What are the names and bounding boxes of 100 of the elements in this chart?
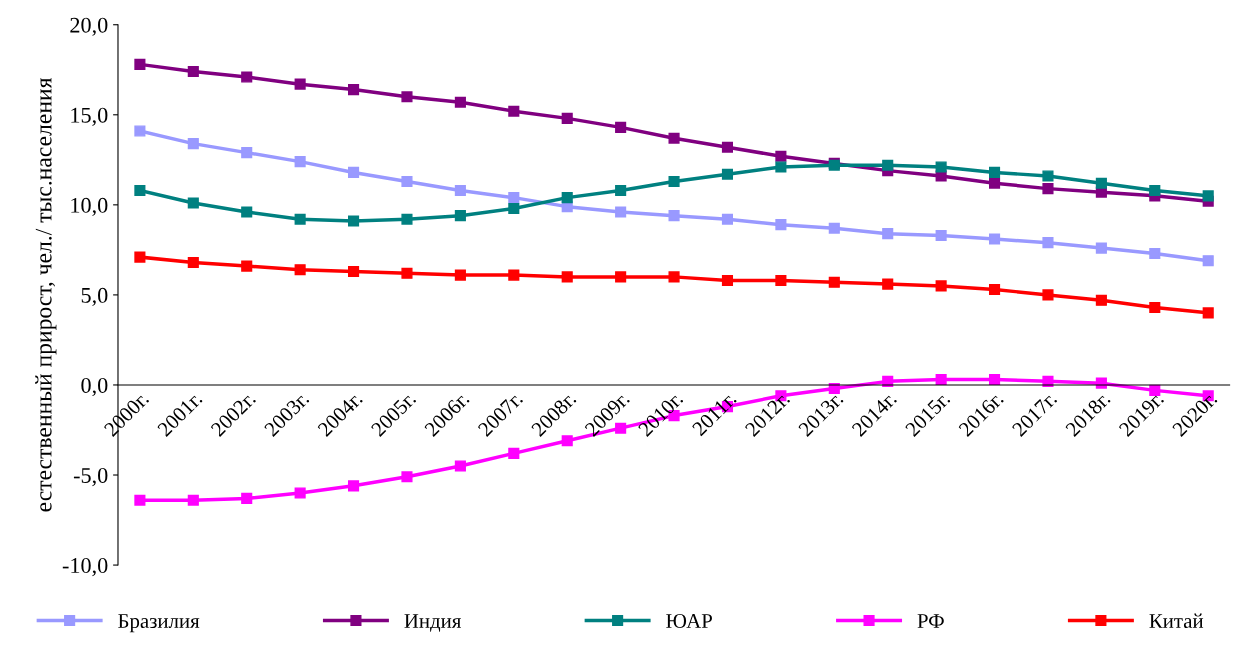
point (187, 66, 199, 78)
point (988, 166, 1001, 178)
point (134, 494, 146, 506)
point (454, 96, 466, 108)
point (1095, 242, 1107, 254)
y-axis-title: естественный прирост, чел./ тыс.населения (35, 77, 57, 512)
point (828, 222, 840, 234)
point (294, 156, 306, 168)
point (347, 215, 360, 227)
point (935, 229, 947, 242)
point (508, 192, 520, 204)
legend-label: Китай (1149, 613, 1204, 629)
point (347, 166, 360, 178)
point (454, 210, 466, 222)
point (988, 373, 1001, 386)
point (134, 251, 146, 263)
point (187, 256, 199, 269)
point (1149, 384, 1161, 396)
y-tick-label: 15,0 (71, 107, 108, 126)
point (1042, 183, 1054, 195)
point (1149, 301, 1161, 314)
y-tick-label: 20,0 (70, 17, 108, 36)
point (241, 206, 253, 218)
point (454, 184, 466, 196)
point (935, 161, 947, 173)
point (561, 112, 573, 124)
point (775, 150, 787, 162)
point (775, 274, 787, 287)
y-tick-label: -10,0 (62, 558, 108, 577)
point (294, 78, 306, 90)
point (508, 105, 520, 117)
point (347, 265, 360, 278)
point (828, 276, 840, 288)
point (294, 264, 306, 276)
point (241, 147, 253, 159)
point (401, 91, 413, 103)
point (721, 274, 734, 287)
point (187, 138, 199, 150)
point (615, 121, 627, 133)
point (1042, 170, 1054, 182)
point (508, 269, 520, 281)
point (1202, 190, 1214, 202)
point (1095, 177, 1107, 189)
point (988, 283, 1001, 296)
point (882, 278, 894, 290)
point (1042, 289, 1054, 301)
point (1042, 237, 1054, 249)
point (134, 125, 146, 137)
point (721, 213, 734, 225)
y-tick-label: 5,0 (81, 287, 108, 307)
y-tick-label: 10,0 (71, 197, 108, 216)
point (988, 177, 1001, 189)
legend-label: ЮАР (666, 614, 712, 629)
point (454, 269, 466, 281)
point (935, 280, 947, 292)
point (134, 58, 146, 70)
point (882, 159, 894, 171)
point (721, 141, 734, 153)
point (508, 447, 520, 459)
point (241, 260, 253, 272)
point (1149, 247, 1161, 260)
point (294, 213, 306, 225)
point (1149, 184, 1161, 196)
point (668, 175, 680, 187)
legend-label: Бразилия (118, 614, 200, 633)
point (775, 161, 787, 173)
point (1202, 307, 1214, 319)
point (401, 471, 413, 483)
point (187, 494, 199, 506)
point (347, 480, 360, 492)
point (187, 197, 199, 209)
point (347, 84, 360, 96)
point (615, 184, 627, 196)
point (882, 228, 894, 240)
legend-label: РФ (917, 614, 944, 628)
point (668, 210, 680, 222)
point (134, 184, 146, 196)
legend-label: Индия (404, 614, 461, 632)
point (241, 492, 253, 504)
point (615, 271, 627, 283)
point (561, 271, 573, 283)
point (721, 168, 734, 180)
point (241, 71, 253, 83)
point (988, 233, 1001, 245)
point (508, 202, 520, 215)
y-tick-label: -5,0 (73, 467, 108, 487)
point (561, 192, 573, 204)
point (401, 213, 413, 225)
point (668, 132, 680, 144)
point (401, 267, 413, 279)
y-tick-label: 0,0 (81, 377, 108, 397)
point (775, 219, 787, 231)
point (294, 487, 306, 499)
point (1202, 255, 1214, 267)
point (935, 373, 947, 386)
point (401, 175, 413, 187)
point (668, 271, 680, 283)
point (1095, 294, 1107, 306)
point (615, 206, 627, 218)
point (454, 460, 466, 472)
